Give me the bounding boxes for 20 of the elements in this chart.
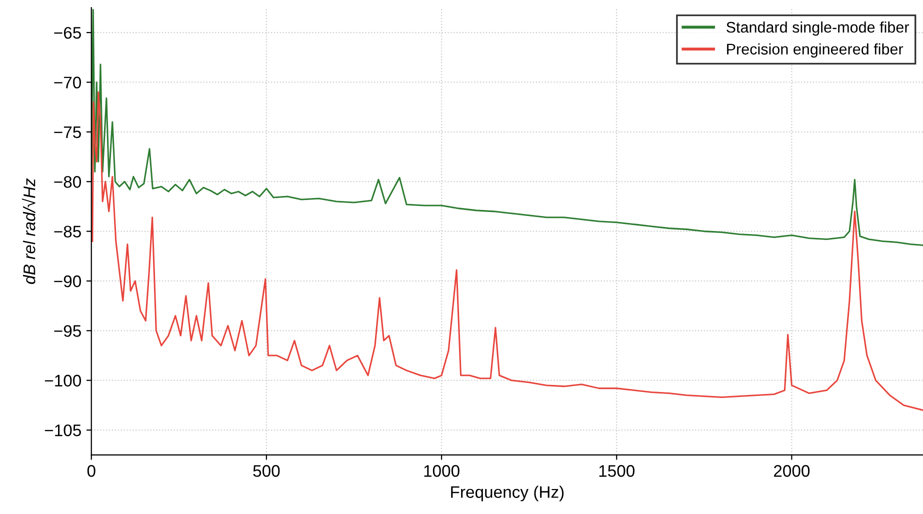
y-tick-label: −105 xyxy=(44,424,81,436)
y-tick-label: −75 xyxy=(54,126,81,138)
line-series xyxy=(91,8,923,246)
y-tick-label: −95 xyxy=(54,325,81,337)
line-series xyxy=(92,91,923,411)
x-tick-label: 0 xyxy=(87,465,96,477)
y-tick-label: −70 xyxy=(54,76,82,88)
legend-label: Standard single-mode fiber xyxy=(726,21,910,36)
y-tick-label: −65 xyxy=(54,26,81,39)
y-axis-title: dB rel rad/√Hz xyxy=(22,178,36,284)
x-tick-label: 500 xyxy=(253,465,280,477)
x-tick-label: 2000 xyxy=(774,465,810,477)
y-tick-label: −100 xyxy=(44,374,82,387)
y-tick-label: −80 xyxy=(54,176,82,188)
y-tick-label: −85 xyxy=(54,226,81,238)
x-tick-label: 1500 xyxy=(599,465,634,477)
y-tick-label: −90 xyxy=(54,275,82,288)
legend-label: Precision engineered fiber xyxy=(727,43,904,58)
x-tick-label: 1000 xyxy=(424,465,460,477)
x-axis-title: Frequency (Hz) xyxy=(451,486,564,502)
